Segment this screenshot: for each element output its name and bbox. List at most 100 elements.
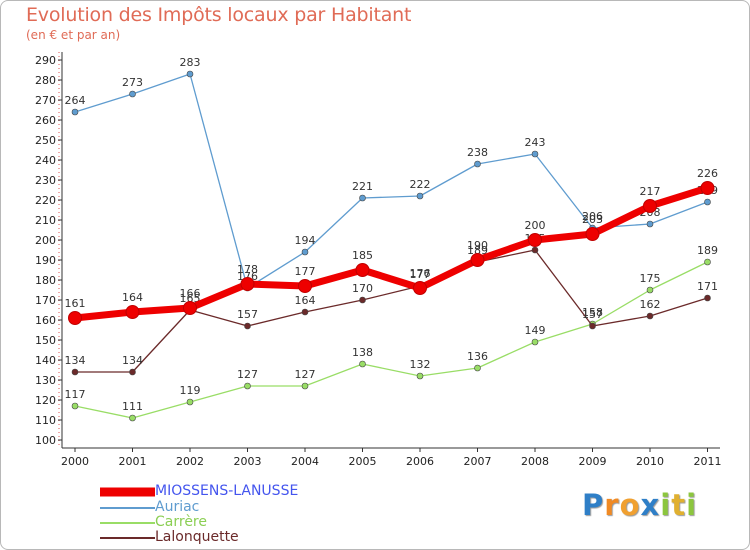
data-point <box>186 70 194 78</box>
logo-letter: i <box>660 488 672 522</box>
data-point <box>589 322 596 330</box>
data-label: 119 <box>180 384 201 397</box>
data-label: 164 <box>122 291 143 304</box>
logo-letter: i <box>686 488 698 522</box>
data-point <box>700 181 715 195</box>
data-label: 217 <box>640 185 661 198</box>
y-tick-label: 270 <box>35 94 56 107</box>
data-point <box>129 414 136 422</box>
logo-letter: r <box>604 488 620 522</box>
data-label: 200 <box>525 219 546 232</box>
data-point <box>704 294 711 302</box>
chart-title: Evolution des Impôts locaux par Habitant <box>26 4 412 26</box>
data-label: 136 <box>467 350 488 363</box>
x-tick-label: 2003 <box>234 455 262 468</box>
data-label: 221 <box>352 180 373 193</box>
data-label: 157 <box>582 308 603 321</box>
data-label: 194 <box>295 234 316 247</box>
data-point <box>413 281 427 295</box>
data-point <box>125 305 140 319</box>
y-tick-label: 250 <box>35 134 56 147</box>
logo-letter: o <box>619 488 641 522</box>
data-point <box>183 301 197 315</box>
y-tick-label: 170 <box>35 294 56 307</box>
series-line <box>74 73 708 289</box>
data-label: 189 <box>697 244 718 257</box>
legend-label: Auriac <box>155 499 200 515</box>
x-tick-label: 2000 <box>61 455 89 468</box>
x-tick-label: 2007 <box>464 455 492 468</box>
data-point <box>129 90 136 98</box>
y-tick-label: 290 <box>35 54 56 67</box>
data-point <box>704 198 711 206</box>
data-label: 157 <box>237 308 258 321</box>
data-point <box>359 296 366 304</box>
data-label: 127 <box>237 368 258 381</box>
proxiti-logo: Proxiti <box>582 488 697 522</box>
x-tick-label: 2009 <box>579 455 607 468</box>
data-label: 162 <box>640 298 661 311</box>
x-tick-label: 2010 <box>636 455 664 468</box>
x-tick-label: 2001 <box>119 455 147 468</box>
data-point <box>129 368 136 376</box>
data-point <box>359 360 366 368</box>
data-label: 206 <box>582 210 603 223</box>
x-tick-label: 2011 <box>694 455 722 468</box>
data-point <box>71 368 79 376</box>
data-label: 190 <box>467 239 488 252</box>
data-label: 178 <box>237 263 258 276</box>
data-label: 117 <box>65 388 86 401</box>
y-tick-label: 240 <box>35 154 56 167</box>
data-label: 226 <box>697 167 718 180</box>
series-line <box>75 249 708 373</box>
chart-axes: 100 110 120 130 140 150 160 170 180 190 200 210 220 2… <box>35 52 722 468</box>
data-label: 158 <box>582 306 603 319</box>
data-point <box>470 253 485 267</box>
data-label: 134 <box>65 354 86 367</box>
data-label: 203 <box>582 213 603 226</box>
x-tick-label: 2004 <box>291 455 319 468</box>
data-point <box>474 364 481 372</box>
data-label: 171 <box>697 280 718 293</box>
data-point <box>704 258 711 266</box>
y-tick-label: 120 <box>35 394 56 407</box>
y-tick-label: 180 <box>35 274 56 287</box>
data-point <box>244 382 251 390</box>
data-point <box>186 398 194 406</box>
y-tick-label: 210 <box>35 214 56 227</box>
data-point <box>531 246 539 254</box>
chart-legend <box>100 487 155 539</box>
data-point <box>301 382 309 390</box>
data-label: 222 <box>410 178 431 191</box>
y-tick-label: 150 <box>35 334 56 347</box>
x-tick-label: 2008 <box>521 455 549 468</box>
y-tick-label: 230 <box>35 174 56 187</box>
y-tick-label: 190 <box>35 254 56 267</box>
data-label: 273 <box>122 76 143 89</box>
data-point <box>240 277 255 291</box>
data-point <box>359 194 366 202</box>
data-label: 189 <box>467 244 488 257</box>
x-tick-label: 2005 <box>349 455 377 468</box>
y-tick-label: 200 <box>35 234 56 247</box>
data-label: 165 <box>180 292 201 305</box>
data-point <box>301 248 309 256</box>
y-tick-label: 160 <box>35 314 56 327</box>
legend-label: Carrère <box>155 514 207 530</box>
data-label: 177 <box>410 268 431 281</box>
data-label: 176 <box>410 267 431 280</box>
data-label: 132 <box>410 358 431 371</box>
y-tick-label: 220 <box>35 194 56 207</box>
legend-label: MIOSSENS-LANUSSE <box>155 483 299 499</box>
data-point <box>646 286 654 294</box>
data-point <box>416 372 424 380</box>
data-point <box>585 227 600 241</box>
x-tick-label: 2002 <box>176 455 204 468</box>
data-label: 170 <box>352 282 373 295</box>
data-label: 164 <box>295 294 316 307</box>
data-label: 238 <box>467 146 488 159</box>
chart-subtitle: (en € et par an) <box>26 28 121 42</box>
data-point <box>531 150 539 158</box>
series-line <box>74 184 709 322</box>
